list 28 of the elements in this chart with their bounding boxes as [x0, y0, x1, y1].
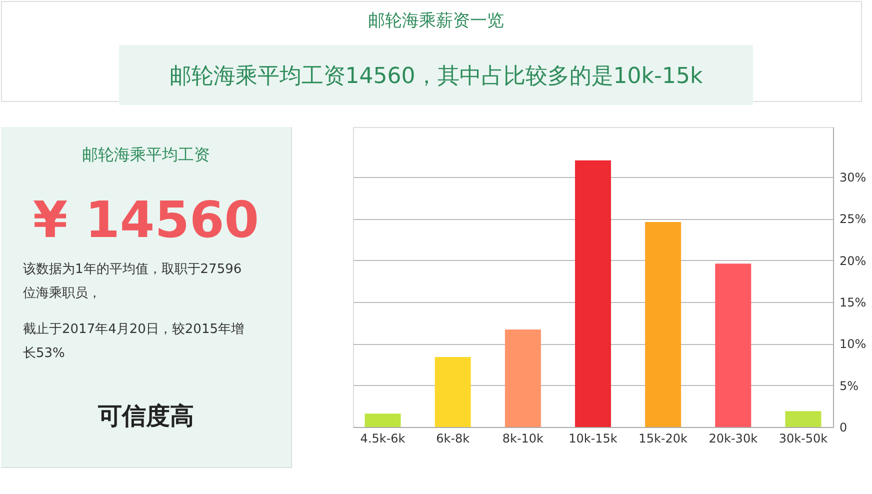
- y-tick-label: 20%: [840, 254, 866, 268]
- x-tick-label: 6k-8k: [436, 432, 470, 446]
- x-tick-label: 15k-20k: [638, 432, 688, 446]
- bar: [504, 330, 541, 427]
- y-tick-label: 10%: [840, 337, 866, 352]
- chart-subtitle: 邮轮海乘平均工资14560，其中占比较多的是10k-15k: [169, 64, 703, 89]
- text: 截止于2017年4月20日，较2015年增长53%: [23, 322, 244, 361]
- bar: [715, 264, 752, 427]
- y-tick-label: 30%: [840, 170, 866, 184]
- x-tick-label: 8k-10k: [502, 432, 544, 446]
- y-tick-label: 15%: [840, 296, 866, 310]
- y-tick-label: 5%: [840, 378, 859, 393]
- x-tick-label: 30k-50k: [778, 432, 828, 446]
- y-tick-label: 25%: [840, 212, 866, 226]
- x-tick-label: 20k-30k: [708, 432, 758, 446]
- bar: [575, 160, 611, 427]
- bar: [364, 414, 401, 427]
- x-tick-label: 10k-15k: [568, 432, 618, 446]
- chart-title: 邮轮海乘薪资一览: [368, 11, 504, 31]
- text: 该数据为1年的平均值，取职于27596位海乘职员，: [23, 261, 242, 301]
- text: 可信度高: [97, 402, 194, 430]
- x-tick-label: 4.5k-6k: [360, 432, 406, 446]
- text: 邮轮海乘平均工资: [82, 145, 210, 164]
- bar: [434, 357, 471, 427]
- text: ¥ 14560: [32, 191, 260, 249]
- bar: [785, 411, 822, 427]
- bar: [645, 222, 682, 427]
- y-tick-label: 0: [840, 420, 848, 434]
